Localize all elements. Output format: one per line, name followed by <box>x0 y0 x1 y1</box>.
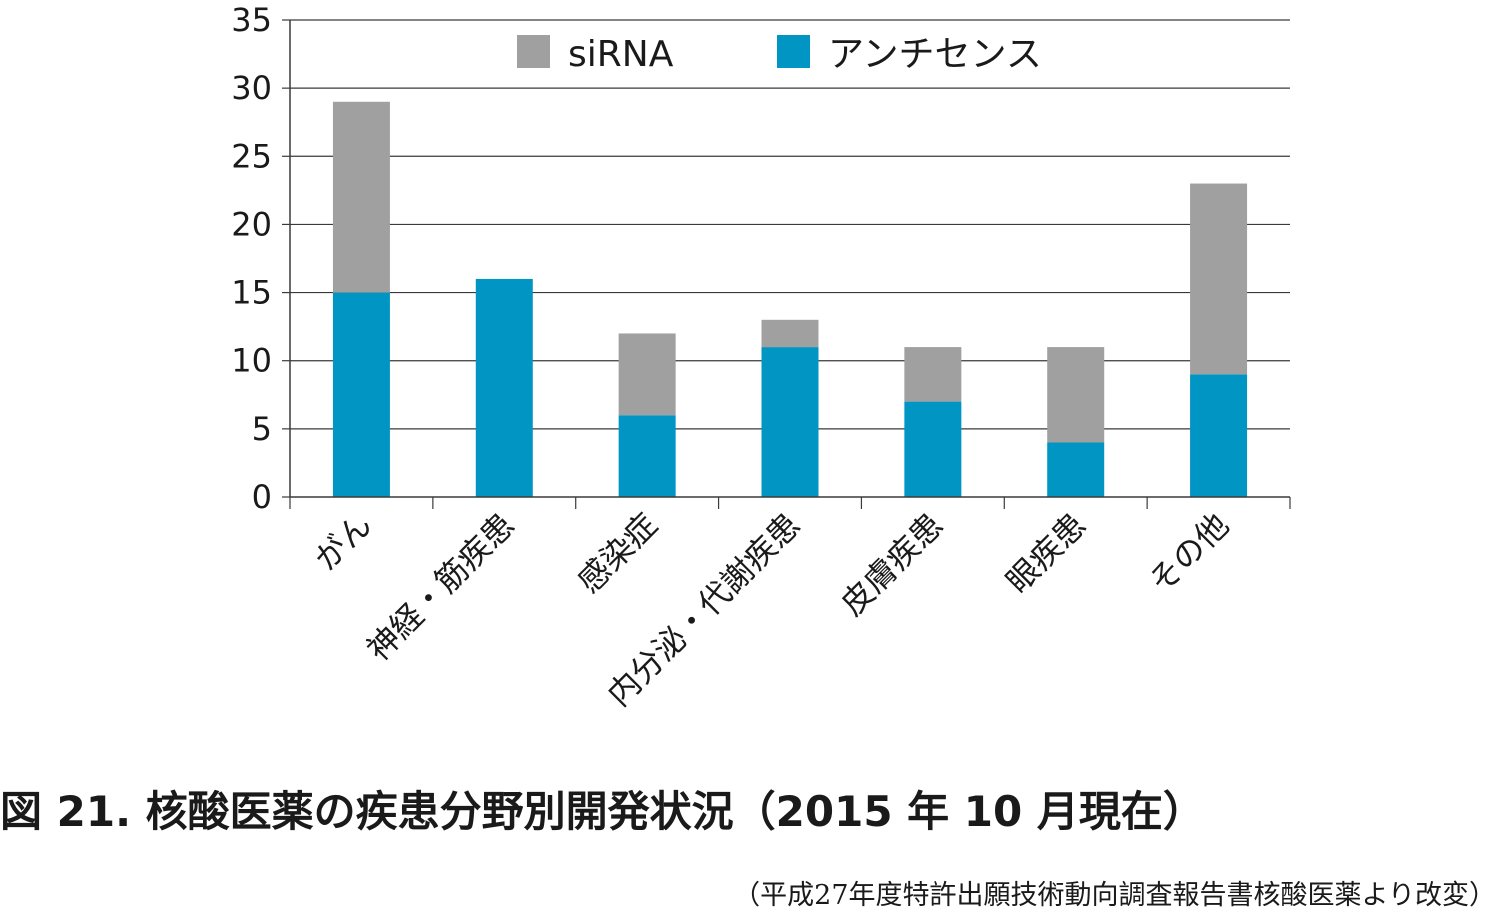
category-label: 神経・筋疾患 <box>359 506 522 669</box>
y-tick-label: 0 <box>252 478 272 516</box>
y-tick-label: 5 <box>252 410 272 448</box>
y-tick-label: 20 <box>231 205 272 243</box>
y-tick-label: 35 <box>231 1 272 39</box>
legend-swatch <box>517 35 550 68</box>
y-tick-label: 10 <box>231 342 272 380</box>
y-tick-label: 15 <box>231 274 272 312</box>
bar-sirna <box>1190 183 1248 375</box>
bar-sirna <box>332 101 390 293</box>
bar-sirna <box>1047 347 1105 443</box>
category-label: 眼疾患 <box>999 506 1094 601</box>
axes <box>282 19 1291 509</box>
bar-antisense <box>1190 374 1248 497</box>
legend: siRNA アンチセンス <box>517 34 1042 75</box>
figure-caption: 図 21. 核酸医薬の疾患分野別開発状況（2015 年 10 月現在） <box>0 787 1205 836</box>
y-tick-label: 25 <box>231 137 272 175</box>
legend-swatch <box>777 35 810 68</box>
category-label: その他 <box>1141 506 1236 601</box>
bar-antisense <box>332 292 390 497</box>
category-label: 感染症 <box>570 506 665 601</box>
bar-antisense <box>761 347 819 497</box>
legend-label: アンチセンス <box>828 34 1042 75</box>
bar-sirna <box>761 319 819 348</box>
y-tick-label: 30 <box>231 69 272 107</box>
bar-sirna <box>904 347 962 402</box>
bars <box>332 101 1248 497</box>
legend-label: siRNA <box>568 34 674 75</box>
bar-antisense <box>904 401 962 497</box>
category-label: 皮膚疾患 <box>833 506 950 623</box>
category-label: がん <box>307 506 379 578</box>
bar-antisense <box>475 278 533 497</box>
bar-sirna <box>618 333 676 416</box>
bar-antisense <box>618 415 676 497</box>
y-tick-labels: 0 5 10 15 20 25 30 35 <box>231 1 272 516</box>
bar-antisense <box>1047 442 1105 497</box>
source-note: （平成27年度特許出願技術動向調査報告書核酸医薬より改変） <box>733 880 1496 911</box>
gridlines <box>290 19 1290 430</box>
